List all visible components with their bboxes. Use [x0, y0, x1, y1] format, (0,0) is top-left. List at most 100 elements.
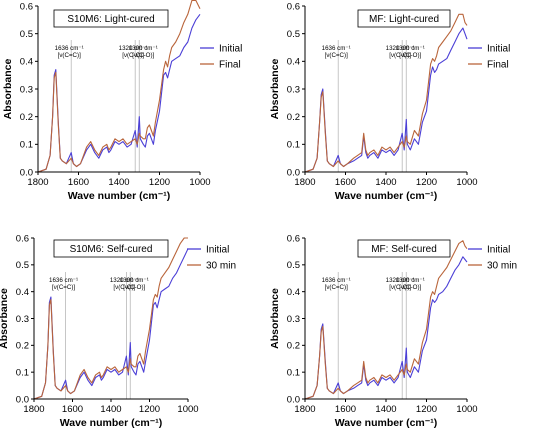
y-tick-label: 0.2 [16, 341, 29, 352]
x-tick-label: 1800 [294, 177, 315, 188]
panel-title-box [53, 239, 169, 258]
y-tick-label: 0.6 [20, 1, 33, 12]
x-axis-label: Wave number (cm⁻¹) [60, 417, 163, 429]
series-line-final [304, 13, 468, 173]
legend-label-final: Final [487, 60, 509, 71]
series-line-30-min [304, 240, 468, 400]
annotation-sublabel: [ν(C-O)] [399, 284, 421, 291]
x-tick-label: 1600 [335, 404, 356, 415]
x-tick-label: 1200 [139, 404, 160, 415]
annotation-label: 1320 cm⁻¹ [119, 45, 148, 52]
legend-label-final: Final [219, 60, 241, 71]
x-tick-label: 1800 [23, 404, 44, 415]
annotation-sublabel: [ν(C-O)] [113, 284, 135, 291]
series-line-final [37, 0, 201, 173]
x-tick-label: 1000 [456, 404, 477, 415]
annotation-sublabel: [ν(C-O)] [132, 52, 154, 59]
legend-label-initial: Initial [206, 245, 229, 256]
y-tick-label: 0.0 [287, 167, 300, 178]
annotation-label: 1636 cm⁻¹ [49, 277, 78, 284]
panel-title: S10M6: Self-cured [70, 244, 153, 255]
x-tick-label: 1400 [108, 177, 129, 188]
y-tick-label: 0.1 [20, 140, 33, 151]
annotation-sublabel: [ν(C-O)] [122, 52, 144, 59]
y-tick-label: 0.4 [16, 287, 29, 298]
x-tick-label: 1200 [149, 177, 170, 188]
annotation-sublabel: [ν(C-O)] [389, 52, 411, 59]
panel-title: MF: Light-cured [369, 14, 439, 25]
y-tick-label: 0.3 [287, 314, 300, 325]
x-axis-label: Wave number (cm⁻¹) [335, 190, 438, 202]
legend-label-initial: Initial [487, 44, 510, 55]
y-tick-label: 0.4 [287, 287, 300, 298]
y-tick-label: 0.6 [16, 233, 29, 244]
annotation-label: 1636 cm⁻¹ [55, 45, 84, 52]
y-tick-label: 0.3 [16, 314, 29, 325]
chart-panel-3: 0.0 0.1 0.2 0.3 0.4 0.5 0.6 1800 1600 1400 1200 100… [0, 233, 236, 429]
annotation-label: 1636 cm⁻¹ [322, 277, 351, 284]
x-tick-label: 1000 [456, 177, 477, 188]
y-axis-label: Absorbance [269, 288, 281, 349]
x-tick-label: 1200 [416, 404, 437, 415]
panel-title-box [357, 9, 451, 28]
x-tick-label: 1200 [416, 177, 437, 188]
y-tick-label: 0.5 [20, 29, 33, 40]
y-tick-label: 0.5 [287, 260, 300, 271]
y-tick-label: 0.0 [16, 394, 29, 405]
annotation-sublabel: [ν(C-O)] [389, 284, 411, 291]
annotation-label: 1300 cm⁻¹ [396, 45, 425, 52]
x-tick-label: 1600 [68, 177, 89, 188]
y-tick-label: 0.6 [287, 233, 300, 244]
y-tick-label: 0.3 [287, 84, 300, 95]
y-axis-label: Absorbance [269, 59, 281, 120]
y-tick-label: 0.5 [16, 260, 29, 271]
chart-panel-1: 0.0 0.1 0.2 0.3 0.4 0.5 0.6 1800 1600 1400 1200 100… [2, 0, 242, 202]
annotation-sublabel: [ν(C=C)] [325, 52, 348, 59]
panel-title: MF: Self-cured [371, 244, 437, 255]
x-tick-label: 1600 [62, 404, 83, 415]
x-axis-label: Wave number (cm⁻¹) [68, 190, 171, 202]
y-tick-label: 0.4 [287, 57, 300, 68]
annotation-label: 1320 cm⁻¹ [386, 45, 415, 52]
x-tick-label: 1800 [294, 404, 315, 415]
legend-label-initial: Initial [219, 44, 242, 55]
y-tick-label: 0.5 [287, 29, 300, 40]
legend-label-initial: Initial [487, 245, 510, 256]
chart-panel-2: 0.0 0.1 0.2 0.3 0.4 0.5 0.6 1800 1600 1400 1200 100… [269, 1, 510, 202]
x-tick-label: 1000 [189, 177, 210, 188]
y-tick-label: 0.0 [287, 394, 300, 405]
x-tick-label: 1400 [100, 404, 121, 415]
annotation-sublabel: [ν(C=C)] [58, 52, 81, 59]
legend-label-30-min: 30 min [487, 261, 517, 272]
annotation-label: 1636 cm⁻¹ [322, 45, 351, 52]
annotation-sublabel: [ν(C-O)] [123, 284, 145, 291]
y-tick-label: 0.1 [287, 367, 300, 378]
y-tick-label: 0.1 [16, 367, 29, 378]
annotation-sublabel: [ν(C-O)] [399, 52, 421, 59]
series-line-30-min [33, 237, 188, 400]
x-tick-label: 1600 [335, 177, 356, 188]
annotation-label: 1300 cm⁻¹ [120, 277, 149, 284]
series-line-initial [33, 248, 189, 400]
y-tick-label: 0.6 [287, 1, 300, 12]
annotation-label: 1320 cm⁻¹ [386, 277, 415, 284]
chart-panel-4: 0.0 0.1 0.2 0.3 0.4 0.5 0.6 1800 1600 1400 1200 100… [269, 233, 517, 429]
legend-label-30-min: 30 min [206, 261, 236, 272]
annotation-sublabel: [ν(C=C)] [325, 284, 348, 291]
panel-title: S10M6: Light-cured [67, 14, 154, 25]
y-tick-label: 0.2 [287, 341, 300, 352]
y-tick-label: 0.4 [20, 57, 33, 68]
y-axis-label: Absorbance [0, 288, 10, 349]
annotation-label: 1300 cm⁻¹ [396, 277, 425, 284]
y-tick-label: 0.1 [287, 140, 300, 151]
x-tick-label: 1400 [375, 404, 396, 415]
y-tick-label: 0.2 [20, 112, 33, 123]
annotation-label: 1320 cm⁻¹ [110, 277, 139, 284]
x-tick-label: 1800 [27, 177, 48, 188]
x-axis-label: Wave number (cm⁻¹) [335, 417, 438, 429]
y-tick-label: 0.2 [287, 112, 300, 123]
x-tick-label: 1400 [375, 177, 396, 188]
x-tick-label: 1000 [177, 404, 198, 415]
y-tick-label: 0.3 [20, 84, 33, 95]
